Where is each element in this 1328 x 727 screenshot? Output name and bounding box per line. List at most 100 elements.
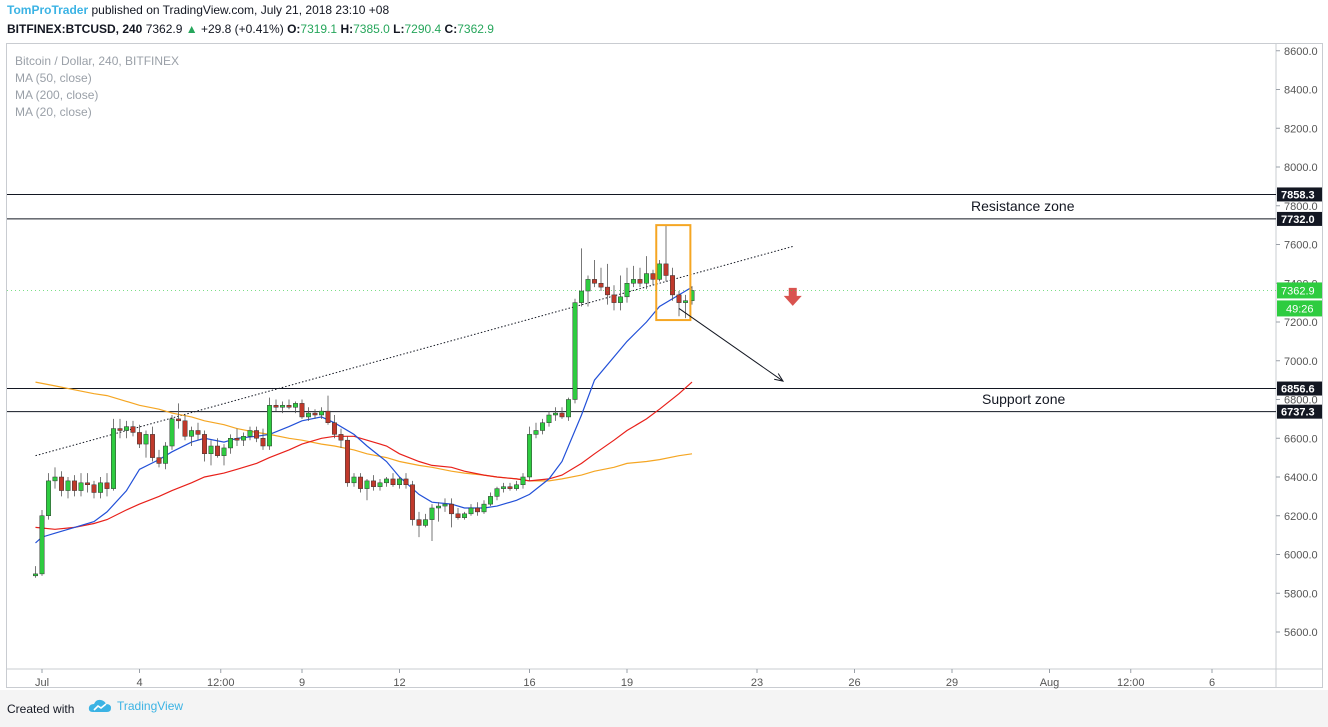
candle-body <box>605 286 610 296</box>
x-tick-label: 16 <box>523 677 535 689</box>
y-tick-label: 7000.0 <box>1284 356 1318 368</box>
candle-body <box>371 480 376 487</box>
candle-body <box>533 430 539 435</box>
y-tick-label: 6400.0 <box>1284 472 1318 484</box>
candle-body <box>670 275 675 296</box>
trendline <box>35 245 793 457</box>
candle-body <box>442 503 448 507</box>
legend-ma200[interactable]: MA (200, close) <box>15 88 99 102</box>
candle-body <box>481 503 487 513</box>
candle-body <box>351 476 357 484</box>
candle-body <box>39 515 45 575</box>
x-tick-label: 26 <box>848 677 860 689</box>
tradingview-brand[interactable]: TradingView <box>88 699 183 713</box>
legend-ma50[interactable]: MA (50, close) <box>15 71 92 85</box>
candle-body <box>306 412 311 418</box>
candle-body <box>520 476 526 485</box>
candle-body <box>143 434 149 445</box>
candle-body <box>176 418 181 422</box>
candle-body <box>234 438 240 441</box>
level-price-tag <box>1277 211 1322 226</box>
candle-body <box>46 480 51 516</box>
candle-body <box>124 426 129 431</box>
candle-body <box>618 296 623 303</box>
price-chart[interactable]: 8600.08400.08200.08000.07800.07600.07400… <box>0 0 1328 700</box>
y-tick-label: 8600.0 <box>1284 46 1318 58</box>
x-tick-label: Aug <box>1040 677 1060 689</box>
y-tick-label: 8400.0 <box>1284 85 1318 97</box>
candle-body <box>189 430 194 437</box>
candle-body <box>156 457 162 464</box>
y-tick-label: 7800.0 <box>1284 201 1318 213</box>
candle-body <box>501 486 506 489</box>
low-value: 7290.4 <box>404 22 442 36</box>
candle-body <box>494 488 500 497</box>
published-text: published on TradingView.com, July 21, 2… <box>91 3 390 17</box>
candle-body <box>254 430 259 439</box>
x-tick-label: 4 <box>136 677 142 689</box>
x-tick-label: 6 <box>1209 677 1215 689</box>
candle-body <box>208 445 214 454</box>
candle-body <box>33 573 38 577</box>
candle-body <box>475 507 480 513</box>
down-arrow-icon <box>783 287 802 306</box>
last-price-tag <box>1277 282 1322 299</box>
open-label: O: <box>287 22 301 36</box>
legend-ma20[interactable]: MA (20, close) <box>15 105 92 119</box>
candle-body <box>579 290 584 303</box>
candle-body <box>410 484 415 520</box>
candle-body <box>163 445 168 464</box>
candle-body <box>111 428 116 489</box>
candle-body <box>436 505 441 509</box>
candle-body <box>286 405 292 408</box>
candle-body <box>202 434 207 454</box>
level-price-tag <box>1277 404 1322 419</box>
candle-body <box>150 434 155 458</box>
candle-body <box>267 405 272 447</box>
candle-body <box>358 476 363 489</box>
footer: Created with TradingView <box>0 690 1328 727</box>
candle-body <box>221 447 227 456</box>
close-label: C: <box>444 22 458 36</box>
candle-body <box>319 410 324 416</box>
up-arrow-icon: ▲ <box>185 22 198 36</box>
y-tick-label: 6000.0 <box>1284 550 1318 562</box>
x-tick-label: 12:00 <box>207 677 235 689</box>
candle-body <box>169 418 175 447</box>
candle-body <box>397 478 402 485</box>
last-price: 7362.9 <box>145 22 183 36</box>
x-tick-label: 23 <box>751 677 763 689</box>
last-price-label: 7362.9 <box>1281 285 1315 297</box>
candle-body <box>663 263 669 276</box>
candle-body <box>657 263 662 280</box>
x-tick-label: 12 <box>393 677 405 689</box>
y-tick-label: 5800.0 <box>1284 588 1318 600</box>
candle-body <box>364 480 370 489</box>
candle-body <box>449 503 454 515</box>
resistance-zone-label: Resistance zone <box>971 198 1075 214</box>
candle-body <box>377 482 383 487</box>
chart-frame[interactable] <box>6 43 1323 688</box>
y-tick-label: 7200.0 <box>1284 317 1318 329</box>
ticker-symbol: BITFINEX:BTCUSD, 240 <box>7 22 143 36</box>
candle-body <box>650 273 656 280</box>
open-value: 7319.1 <box>300 22 338 36</box>
candle-body <box>260 438 266 447</box>
candle-body <box>572 302 578 400</box>
candle-body <box>468 507 474 515</box>
x-tick-label: 12:00 <box>1117 677 1145 689</box>
highlight-box <box>655 224 692 322</box>
candle-body <box>676 294 682 303</box>
candle-body <box>280 405 285 408</box>
candle-body <box>559 412 565 418</box>
candle-body <box>527 434 532 478</box>
candle-body <box>104 482 110 489</box>
candle-body <box>215 445 220 456</box>
candle-body <box>390 478 396 485</box>
candle-body <box>195 430 201 435</box>
x-tick-label: 9 <box>299 677 305 689</box>
author-link[interactable]: TomProTrader <box>7 3 89 17</box>
candle-body <box>462 513 467 518</box>
cloud-icon <box>88 699 111 712</box>
level-price-tag <box>1277 187 1322 202</box>
